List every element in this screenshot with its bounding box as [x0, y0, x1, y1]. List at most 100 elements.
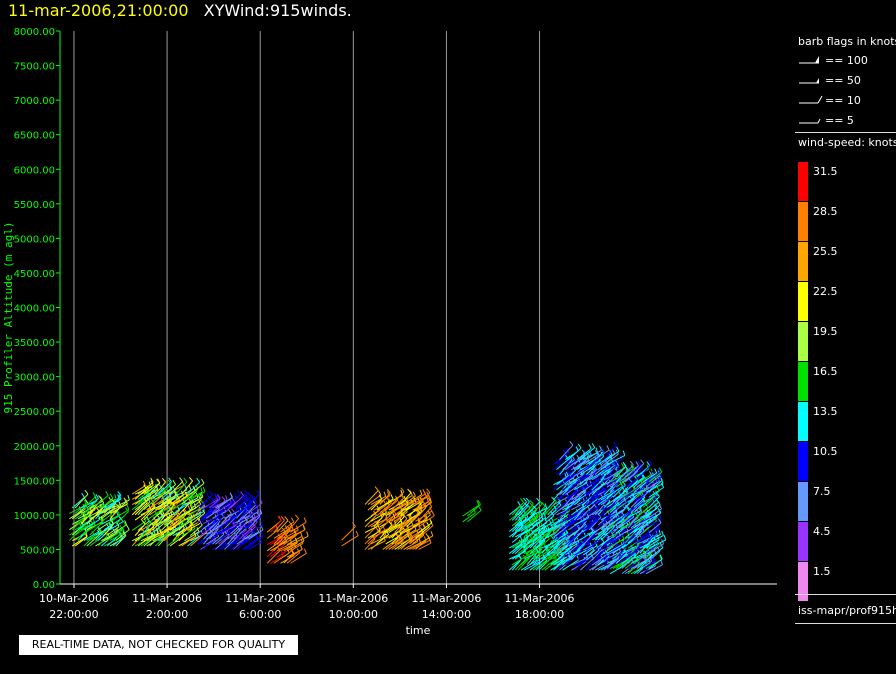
wind-barb [594, 449, 610, 460]
wind-barb [606, 478, 622, 488]
wind-barb [538, 532, 555, 543]
y-tick-label: 3500.00 [14, 338, 55, 349]
wind-barb-flag [404, 499, 409, 504]
wind-barb [224, 515, 238, 530]
wind-barb [391, 529, 406, 545]
wind-barb [612, 508, 626, 519]
wind-barb [83, 496, 97, 509]
wind-barb [415, 499, 432, 511]
wind-barb [83, 523, 94, 536]
wind-barb [588, 451, 604, 465]
barb-legend-row-5: == 5 [798, 113, 896, 129]
wind-barb [115, 511, 129, 525]
colorbar-swatch [798, 562, 808, 601]
wind-barb-flag [167, 479, 172, 485]
wind-barb [412, 496, 427, 505]
wind-barb-flag [410, 520, 414, 526]
wind-barb-flag [255, 533, 259, 539]
wind-barb [462, 512, 476, 523]
wind-barb [609, 516, 620, 529]
wind-barb-flag [552, 497, 557, 503]
wind-barb [290, 521, 307, 533]
wind-barb [106, 529, 123, 541]
wind-barb-flag [158, 484, 163, 490]
wind-barb-flag [522, 497, 527, 503]
wind-barb-flag [663, 535, 667, 541]
wind-barb [394, 511, 408, 522]
wind-barb [202, 537, 214, 550]
wind-barb [556, 537, 570, 551]
wind-barb [571, 491, 587, 506]
wind-barb [112, 499, 130, 509]
wind-barb [224, 502, 236, 514]
wind-barb [559, 474, 571, 486]
wind-barb [418, 492, 431, 505]
wind-barb-flag [110, 519, 115, 525]
wind-barb [190, 491, 206, 500]
wind-barb [273, 531, 286, 545]
wind-barb-flag [280, 516, 285, 521]
wind-barb-flag [648, 459, 652, 465]
wind-barb [160, 520, 172, 531]
wind-barb-flag [651, 470, 656, 475]
colorbar-swatch [798, 402, 808, 441]
wind-barb [556, 452, 567, 465]
wind-barb [618, 552, 636, 564]
wind-barb-flag [219, 532, 223, 539]
wind-barb [568, 447, 582, 460]
wind-barb [190, 499, 202, 511]
product-name: XYWind:915winds. [203, 1, 352, 20]
y-tick-label: 0.00 [33, 580, 55, 591]
wind-barb [541, 500, 556, 516]
colorbar-label: 25.5 [813, 245, 838, 258]
wind-barb [633, 526, 646, 539]
wind-barb-flag [127, 495, 130, 501]
wind-barb [248, 536, 263, 545]
wind-barb [612, 467, 625, 478]
wind-barb-flag [259, 498, 263, 504]
wind-barb-flag [277, 516, 282, 521]
wind-barb-flag [225, 495, 228, 501]
wind-barb [553, 523, 566, 536]
wind-barb-flag [200, 492, 204, 498]
wind-barb-flag [188, 485, 192, 491]
wind-barb-flag [146, 534, 149, 540]
wind-barb [391, 510, 404, 522]
wind-barb-flag [520, 498, 524, 503]
wind-barb [621, 552, 636, 564]
wind-barb [606, 450, 620, 460]
wind-barb [163, 484, 176, 495]
wind-barb-flag [535, 531, 538, 537]
wind-barb [143, 482, 161, 495]
wind-barb [239, 508, 252, 519]
x-tick-date: 11-Mar-2006 [318, 592, 388, 605]
wind-barb-flag [221, 496, 226, 501]
wind-barb [642, 517, 658, 529]
wind-barb [379, 492, 391, 505]
wind-barb [218, 534, 230, 545]
wind-barb-flag [374, 486, 379, 491]
wind-barb [621, 522, 635, 534]
wind-barb [290, 542, 304, 552]
wind-barb [149, 518, 161, 531]
wind-barb-flag [240, 491, 244, 496]
source-path: iss-mapr/prof915h [798, 604, 896, 617]
colorbar-label: 10.5 [813, 445, 838, 458]
wind-barb-flag [544, 503, 548, 509]
wind-barb-flag [657, 518, 662, 523]
wind-barb [591, 477, 605, 491]
colorbar-label: 31.5 [813, 165, 838, 178]
wind-barb [556, 475, 569, 486]
wind-barb-flag [234, 493, 237, 499]
wind-barb [370, 517, 388, 528]
wind-barb-flag [562, 517, 566, 523]
wind-barb-flag [426, 522, 430, 527]
wind-barb [166, 536, 180, 547]
wind-barb-flag [634, 476, 639, 481]
wind-barb [633, 493, 646, 503]
wind-barb-flag [577, 443, 582, 449]
wind-barb [532, 560, 547, 571]
wind-barb-flag [118, 500, 122, 506]
barb-50-icon [799, 78, 819, 84]
wind-barb [645, 504, 661, 518]
